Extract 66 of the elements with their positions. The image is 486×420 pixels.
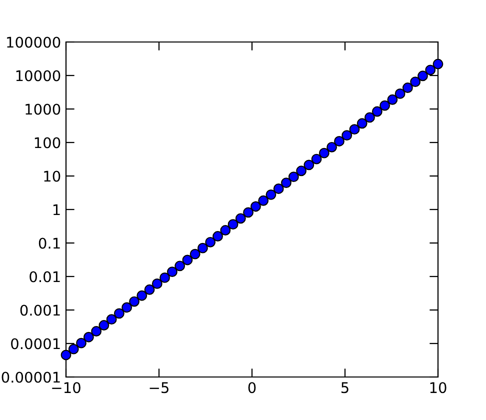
point bbox=[250, 201, 261, 212]
point bbox=[182, 254, 193, 266]
y-tick-label: 1000 bbox=[26, 104, 60, 115]
y-tick-label: 0.001 bbox=[20, 304, 60, 316]
point bbox=[418, 70, 428, 82]
point bbox=[76, 338, 86, 348]
point bbox=[98, 320, 110, 330]
point bbox=[91, 326, 102, 336]
point bbox=[380, 100, 390, 111]
point bbox=[296, 166, 307, 176]
point bbox=[106, 314, 117, 325]
point bbox=[166, 266, 178, 278]
point bbox=[356, 118, 368, 129]
point bbox=[425, 64, 436, 76]
point bbox=[228, 219, 238, 230]
point bbox=[273, 184, 284, 194]
point bbox=[394, 88, 406, 99]
x-tick-label: −10 bbox=[52, 382, 80, 394]
point bbox=[144, 284, 155, 295]
y-tick-label: 10000 bbox=[16, 70, 60, 82]
y-tick-label: 0.0001 bbox=[11, 338, 60, 350]
point bbox=[152, 278, 162, 289]
point bbox=[197, 242, 208, 254]
y-tick-label: 100000 bbox=[7, 36, 60, 48]
x-tick-label: 10 bbox=[430, 382, 446, 394]
point bbox=[190, 248, 200, 260]
point bbox=[288, 172, 299, 182]
point bbox=[212, 231, 223, 242]
point bbox=[311, 154, 322, 164]
point bbox=[243, 207, 254, 218]
point bbox=[334, 136, 344, 146]
point bbox=[160, 272, 170, 283]
point bbox=[349, 124, 360, 135]
point bbox=[174, 260, 186, 272]
point bbox=[326, 142, 338, 152]
point bbox=[83, 332, 94, 342]
point bbox=[136, 290, 148, 301]
x-tick-label: 0 bbox=[248, 382, 256, 394]
point bbox=[342, 130, 352, 141]
y-tick-label: 10 bbox=[44, 170, 60, 182]
point bbox=[281, 178, 292, 188]
point bbox=[114, 308, 124, 319]
point bbox=[205, 236, 216, 248]
point bbox=[266, 189, 276, 200]
point bbox=[402, 82, 413, 93]
point bbox=[318, 148, 330, 158]
x-tick-label: 5 bbox=[341, 382, 348, 394]
point bbox=[129, 296, 140, 307]
y-tick-label: 0.00001 bbox=[2, 372, 60, 383]
point bbox=[364, 112, 375, 123]
point bbox=[410, 76, 421, 88]
point bbox=[372, 106, 382, 117]
point bbox=[60, 350, 72, 360]
point bbox=[432, 58, 444, 70]
y-tick-label: 0.01 bbox=[30, 271, 60, 282]
point bbox=[68, 344, 79, 354]
point bbox=[235, 213, 246, 224]
point bbox=[220, 225, 231, 236]
y-tick-label: 100 bbox=[34, 137, 60, 148]
point bbox=[387, 94, 398, 105]
point bbox=[122, 302, 132, 313]
point bbox=[304, 160, 314, 170]
x-tick-label: −5 bbox=[150, 382, 168, 394]
point bbox=[258, 195, 269, 206]
y-tick-label: 0.1 bbox=[38, 238, 60, 249]
y-tick-label: 1 bbox=[53, 204, 60, 216]
